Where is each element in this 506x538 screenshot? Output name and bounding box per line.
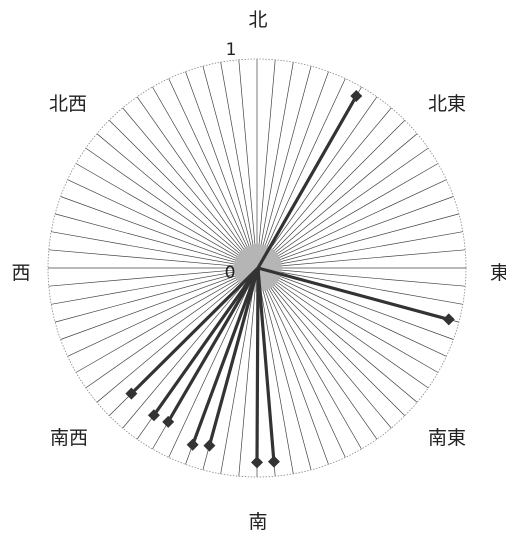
spoke-line — [185, 71, 258, 269]
spoke-line — [256, 196, 454, 269]
spoke-line — [256, 267, 392, 429]
spoke-line — [96, 133, 258, 269]
spoke-line — [60, 267, 258, 340]
spoke-line — [256, 213, 459, 269]
spoke-line — [256, 267, 312, 470]
spoke-line — [75, 163, 258, 269]
spoke-line — [60, 196, 258, 269]
direction-label-ne: 北東 — [428, 93, 466, 115]
spoke-line — [256, 119, 406, 269]
series-lines — [125, 90, 455, 469]
spoke-line — [55, 213, 258, 269]
radial-tick-max: 1 — [226, 40, 237, 60]
spoke-line — [136, 96, 258, 269]
spoke-line — [96, 267, 258, 403]
spoke-line — [256, 96, 378, 269]
series-line — [152, 267, 260, 417]
data-point-marker — [147, 409, 160, 422]
spoke-line — [256, 133, 418, 269]
spoke-grid — [48, 59, 466, 477]
spoke-line — [256, 267, 447, 357]
series-line — [191, 267, 260, 446]
direction-label-s: 南 — [248, 511, 267, 533]
series-line — [130, 266, 260, 395]
spoke-line — [75, 267, 258, 373]
spoke-line — [256, 59, 276, 269]
spoke-line — [256, 249, 466, 269]
spoke-line — [51, 267, 258, 305]
data-point-marker — [350, 90, 363, 103]
spoke-line — [48, 249, 258, 269]
data-point-marker — [251, 456, 263, 469]
direction-label-nw: 北西 — [49, 93, 87, 115]
spoke-line — [238, 267, 258, 477]
spoke-line — [51, 231, 258, 269]
spoke-line — [55, 267, 258, 323]
spoke-line — [256, 267, 466, 287]
spoke-line — [122, 107, 258, 269]
spoke-line — [256, 62, 294, 269]
spoke-line — [48, 267, 258, 287]
series-line — [256, 95, 358, 269]
spoke-line — [256, 107, 392, 269]
data-point-marker — [186, 438, 199, 451]
spoke-line — [202, 66, 258, 269]
spoke-line — [256, 231, 463, 269]
spoke-line — [256, 267, 429, 389]
spoke-line — [256, 163, 439, 269]
spoke-line — [168, 78, 258, 269]
spoke-line — [256, 267, 418, 403]
spoke-line — [85, 147, 258, 269]
spoke-line — [256, 66, 312, 269]
spoke-line — [256, 267, 362, 450]
data-point-marker — [162, 415, 175, 428]
spoke-line — [256, 267, 294, 474]
series-line — [166, 267, 260, 423]
spoke-line — [168, 267, 258, 458]
spoke-line — [67, 179, 258, 269]
radial-tick-min: 0 — [225, 263, 236, 283]
spoke-line — [256, 267, 329, 465]
spoke-line — [152, 86, 258, 269]
data-point-marker — [203, 439, 216, 452]
spoke-line — [122, 267, 258, 429]
data-point-marker — [442, 313, 455, 326]
direction-label-n: 北 — [248, 9, 267, 31]
series-line — [257, 266, 450, 321]
direction-label-w: 西 — [11, 262, 30, 284]
spoke-line — [85, 267, 258, 389]
spoke-line — [256, 267, 439, 373]
data-point-marker — [125, 387, 138, 400]
spoke-line — [256, 267, 346, 458]
series-line — [256, 267, 276, 462]
series-line — [255, 267, 260, 463]
spoke-line — [256, 147, 429, 269]
spoke-line — [256, 267, 454, 340]
spoke-line — [256, 267, 406, 417]
spoke-line — [238, 59, 258, 269]
spoke-line — [256, 267, 378, 440]
spoke-line — [108, 119, 258, 269]
spoke-line — [67, 267, 258, 357]
outer-ring — [47, 58, 467, 478]
direction-label-se: 南東 — [428, 427, 466, 449]
data-point-marker — [267, 455, 280, 468]
spoke-line — [256, 179, 447, 269]
spoke-line — [256, 267, 463, 305]
direction-label-e: 東 — [490, 262, 506, 284]
spoke-line — [220, 62, 258, 269]
direction-label-sw: 南西 — [50, 427, 88, 449]
spoke-line — [256, 71, 329, 269]
spoke-line — [220, 267, 258, 474]
spoke-line — [256, 78, 346, 269]
series-line — [207, 267, 260, 447]
